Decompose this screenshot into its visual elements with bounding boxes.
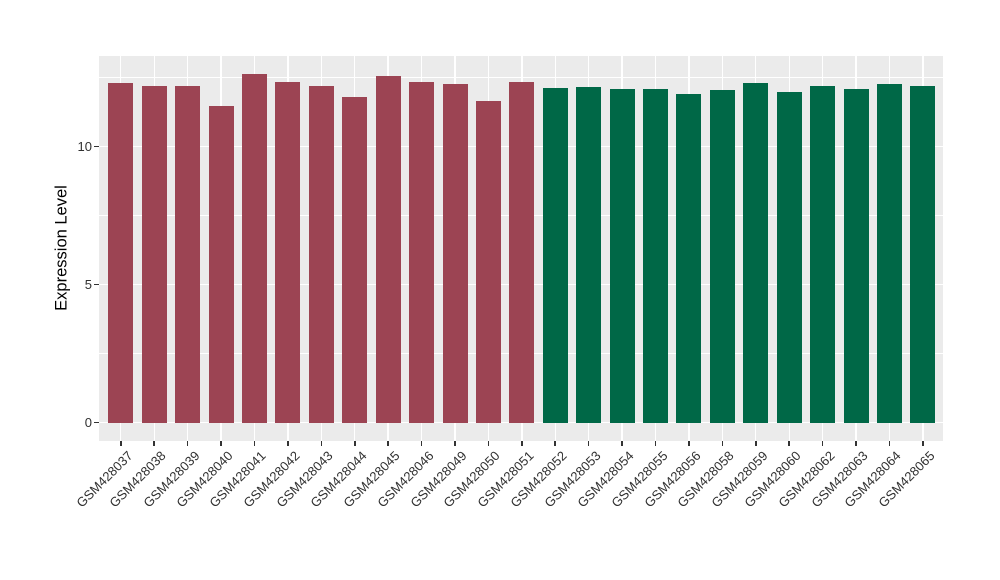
x-axis-tick (888, 441, 891, 446)
bar (542, 88, 568, 423)
bar (676, 93, 702, 423)
bar (475, 101, 501, 423)
plot-panel (99, 56, 943, 441)
x-axis-tick (387, 441, 389, 446)
x-axis-tick (621, 441, 623, 446)
x-axis-tick (253, 441, 256, 446)
x-axis-tick (153, 441, 155, 446)
x-axis-tick (788, 441, 790, 446)
x-axis-tick (654, 441, 657, 446)
bar (810, 85, 836, 423)
x-axis-tick (320, 441, 323, 446)
bar (241, 74, 267, 423)
x-axis-tick (420, 441, 423, 446)
bar (208, 105, 234, 423)
x-axis-tick (688, 441, 690, 446)
y-axis-tick (94, 421, 99, 424)
x-axis-tick (220, 441, 222, 446)
bar (308, 86, 334, 423)
x-axis-tick (721, 441, 724, 446)
x-axis-tick (287, 441, 289, 446)
x-axis-tick (186, 441, 189, 446)
bar (609, 88, 635, 423)
bar (442, 83, 468, 423)
bar (876, 84, 902, 423)
bar (108, 82, 134, 423)
bar (643, 88, 669, 423)
y-axis-tick-label: 0 (84, 414, 92, 430)
y-axis-tick-label: 10 (77, 138, 92, 154)
bar (141, 85, 167, 423)
x-axis-tick (454, 441, 456, 446)
y-axis-tick (94, 145, 99, 148)
x-axis-tick (120, 441, 122, 446)
y-axis-tick-label: 5 (84, 276, 92, 292)
bar (509, 81, 535, 423)
y-axis-tick (94, 283, 99, 286)
bar (409, 82, 435, 423)
x-axis-tick (922, 441, 924, 446)
bar (375, 76, 401, 423)
x-axis-tick (821, 441, 824, 446)
x-axis-tick (754, 441, 757, 446)
bar (776, 92, 802, 423)
x-axis-tick (554, 441, 557, 446)
gridline-minor (99, 77, 943, 78)
bar (709, 89, 735, 423)
bar (743, 83, 769, 423)
x-axis-tick (487, 441, 490, 446)
x-axis-tick (353, 441, 356, 446)
x-axis-tick (855, 441, 857, 446)
x-axis-tick (587, 441, 590, 446)
x-axis-tick (521, 441, 523, 446)
bar (275, 82, 301, 423)
bar (342, 97, 368, 423)
bar (843, 89, 869, 423)
bar (576, 86, 602, 423)
bar (175, 86, 201, 423)
bar (910, 86, 936, 423)
